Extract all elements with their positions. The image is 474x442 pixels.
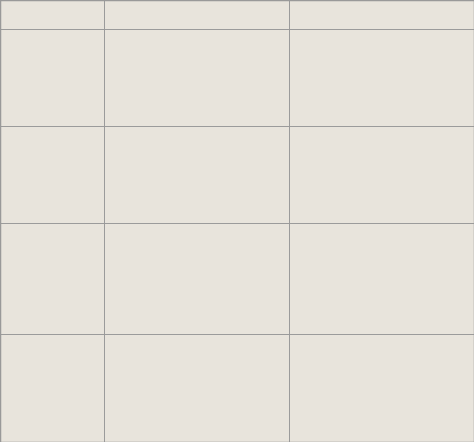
Circle shape [427,183,435,187]
Ellipse shape [208,185,215,189]
Ellipse shape [217,174,228,181]
Ellipse shape [294,34,321,53]
Ellipse shape [388,183,397,189]
Ellipse shape [164,177,172,181]
Text: Moderate
slope
(~ 1:100;
moderate
shear stress): Moderate slope (~ 1:100; moderate shear … [5,137,55,188]
Ellipse shape [380,186,389,191]
Polygon shape [106,128,287,275]
Ellipse shape [102,31,128,48]
Circle shape [399,193,407,197]
Text: Description: Description [23,10,82,19]
Circle shape [441,178,449,182]
Ellipse shape [405,151,423,155]
Polygon shape [157,79,224,98]
Ellipse shape [191,263,210,271]
Ellipse shape [142,169,150,173]
Ellipse shape [319,164,328,168]
Ellipse shape [286,29,310,45]
Polygon shape [291,128,472,201]
Text: Cross sections of a eutrophic river: Cross sections of a eutrophic river [294,10,469,19]
Ellipse shape [336,187,346,189]
Ellipse shape [313,181,324,183]
Text: Gentle slope
with
phytoplankton
and/or
suspended
sediment
(~ 1:1000;
low shear
s: Gentle slope with phytoplankton and/or s… [5,234,61,326]
Ellipse shape [415,171,424,177]
Polygon shape [291,128,472,151]
Ellipse shape [382,194,393,197]
Ellipse shape [133,154,144,161]
Ellipse shape [428,184,439,186]
Polygon shape [106,30,287,101]
Ellipse shape [439,181,450,183]
Circle shape [169,79,175,82]
Circle shape [328,181,336,185]
Ellipse shape [113,40,135,55]
Ellipse shape [336,179,345,183]
Circle shape [400,79,418,88]
Circle shape [371,197,379,201]
Polygon shape [106,128,287,203]
Ellipse shape [346,260,364,265]
Circle shape [165,77,185,87]
Circle shape [342,189,350,194]
Ellipse shape [373,157,391,162]
Circle shape [403,81,409,84]
Ellipse shape [345,167,354,172]
Circle shape [356,197,365,201]
Ellipse shape [405,189,416,191]
Circle shape [357,81,364,85]
Ellipse shape [441,164,450,169]
Ellipse shape [307,44,333,61]
Ellipse shape [359,192,370,194]
Ellipse shape [336,151,355,155]
Ellipse shape [371,170,380,175]
Ellipse shape [362,187,371,192]
Ellipse shape [324,184,335,186]
Ellipse shape [327,164,336,169]
Ellipse shape [186,185,193,189]
Ellipse shape [186,181,193,184]
Ellipse shape [406,170,415,175]
Circle shape [201,84,206,87]
Ellipse shape [151,250,170,259]
Ellipse shape [164,172,172,175]
Ellipse shape [393,192,404,194]
Ellipse shape [123,47,147,63]
Ellipse shape [397,177,406,182]
Ellipse shape [142,172,150,175]
Ellipse shape [208,178,215,182]
Ellipse shape [382,266,400,270]
Circle shape [197,82,214,91]
Polygon shape [291,225,472,309]
Text: Gentle slope
(~ 1:1000;
low shear
stress): Gentle slope (~ 1:1000; low shear stress… [5,134,54,175]
Polygon shape [291,30,472,98]
Ellipse shape [347,189,358,191]
Text: Steep channel
(~ 1:10; high
shear stress): Steep channel (~ 1:10; high shear stress… [5,40,60,70]
Ellipse shape [320,53,342,68]
Ellipse shape [409,260,427,265]
Circle shape [413,188,421,192]
Ellipse shape [186,178,193,182]
Text: Cross sections of a natural river: Cross sections of a natural river [115,10,279,19]
Polygon shape [106,128,287,151]
Circle shape [314,172,322,177]
Ellipse shape [432,171,441,176]
Circle shape [384,197,392,201]
Ellipse shape [208,181,215,184]
Ellipse shape [164,169,172,173]
Ellipse shape [370,194,381,197]
Ellipse shape [354,170,363,175]
Ellipse shape [423,186,432,191]
Ellipse shape [162,81,213,96]
Ellipse shape [417,187,428,189]
Circle shape [384,87,391,90]
Ellipse shape [142,177,150,181]
Circle shape [381,84,401,95]
Ellipse shape [344,80,398,96]
Ellipse shape [310,147,319,152]
Ellipse shape [301,146,310,152]
Circle shape [353,79,374,91]
Ellipse shape [449,159,458,164]
Polygon shape [291,128,472,203]
